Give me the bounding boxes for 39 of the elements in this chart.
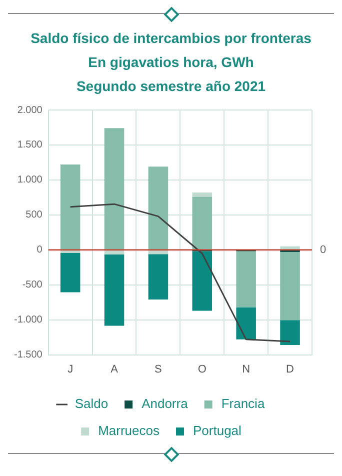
bar <box>280 252 300 320</box>
y-tick-label: -1.000 <box>14 314 43 326</box>
legend-label: Saldo <box>74 396 108 412</box>
legend-label: Francia <box>221 396 266 412</box>
y-tick-label: 1.000 <box>17 174 43 186</box>
x-tick-label: S <box>154 363 162 376</box>
x-tick-label: A <box>110 363 119 376</box>
bar <box>148 254 168 300</box>
y-tick-label: 500 <box>26 210 43 221</box>
y-tick-label: 1.500 <box>17 140 43 151</box>
y-tick-label: 2.000 <box>17 104 43 116</box>
ref-line-label: 0 <box>320 244 326 256</box>
x-tick-label: D <box>286 363 294 376</box>
x-tick-label: J <box>68 363 74 376</box>
bar <box>236 251 256 308</box>
chart-subtitle: En gigavatios hora, GWh Segundo semestre año 2021 <box>75 53 267 96</box>
chart-title: Saldo físico de intercambios por fronteras <box>30 29 312 48</box>
x-tick-label: O <box>198 363 207 376</box>
bar <box>104 254 124 326</box>
legend-label: Marruecos <box>98 423 160 438</box>
bar <box>60 164 80 250</box>
bar <box>104 128 124 250</box>
bar <box>192 192 212 197</box>
bar <box>280 320 300 346</box>
bar <box>280 246 300 250</box>
bar <box>236 307 256 340</box>
y-tick-label: -500 <box>22 280 43 291</box>
bar <box>60 253 80 292</box>
bar <box>192 251 212 311</box>
bar <box>148 250 168 254</box>
y-tick-label: -1.500 <box>14 350 43 361</box>
legend-label: Andorra <box>142 396 189 412</box>
bar <box>192 196 212 250</box>
legend-label: Portugal <box>192 423 242 438</box>
bar <box>60 250 80 254</box>
y-tick-label: 0 <box>36 244 43 256</box>
bar <box>148 166 168 250</box>
x-tick-label: N <box>242 363 250 376</box>
bar <box>104 250 124 254</box>
